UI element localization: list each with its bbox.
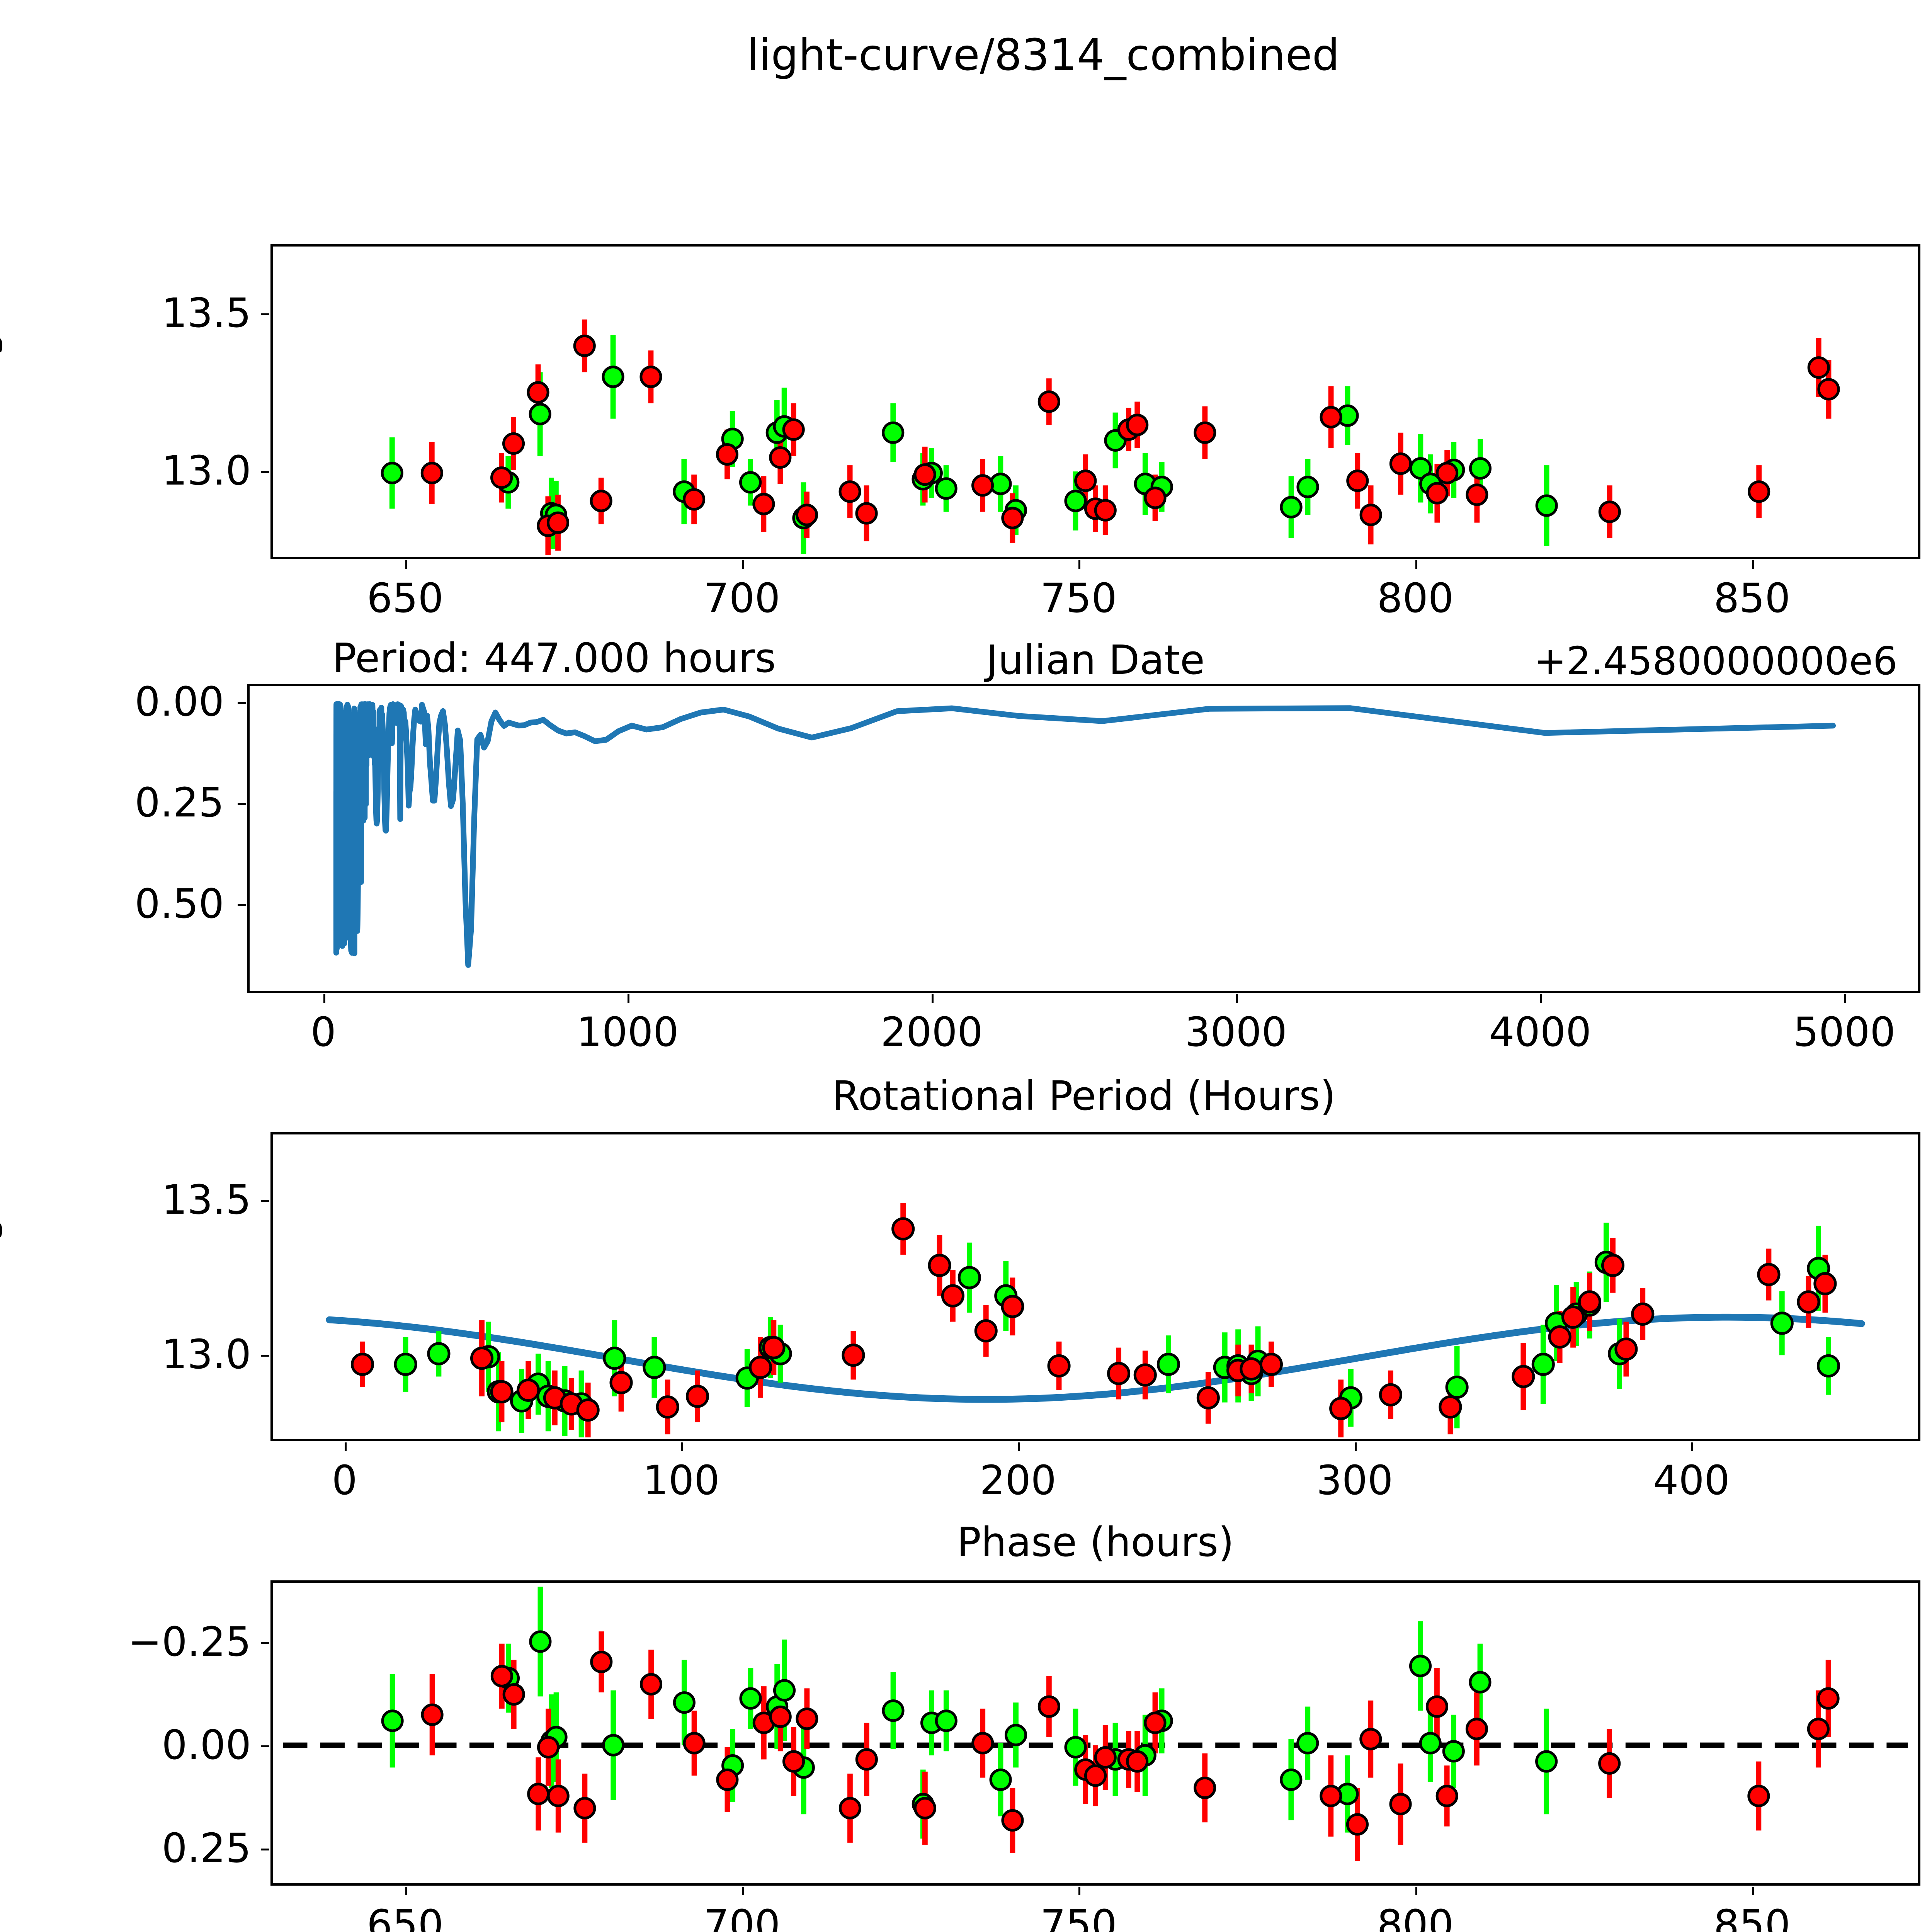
panel-phase-plot-area[interactable]	[270, 1132, 1920, 1441]
x-tick-label: 0	[310, 1009, 336, 1056]
y-tick-mark	[261, 1745, 269, 1748]
x-tick-mark	[323, 994, 325, 1003]
x-tick-label: 4000	[1489, 1009, 1592, 1056]
x-tick-mark	[628, 994, 630, 1003]
periodogram-curve	[333, 701, 1836, 968]
x-tick-mark	[742, 1887, 744, 1895]
x-tick-mark	[1078, 560, 1081, 569]
x-tick-mark	[1752, 1887, 1754, 1895]
period-annotation: Period: 447.000 hours	[332, 634, 776, 682]
x-tick-mark	[1018, 1442, 1020, 1451]
data-points-red[interactable]	[350, 1217, 1837, 1422]
x-tick-mark	[1355, 1442, 1357, 1451]
x-tick-label: 750	[1040, 1901, 1117, 1932]
x-tick-label: 5000	[1793, 1009, 1896, 1056]
x-tick-label: 100	[643, 1457, 720, 1504]
panel-phase-ylabel: H (mag)	[0, 1201, 3, 1364]
panel-lightcurve-plot-area[interactable]	[270, 244, 1920, 559]
x-tick-label: 650	[367, 575, 444, 622]
panel-lightcurve-xlabel: Julian Date	[986, 636, 1205, 684]
y-tick-label: 0.50	[134, 880, 224, 927]
y-tick-label: 13.5	[162, 1176, 251, 1223]
x-tick-label: 650	[367, 1901, 444, 1932]
x-tick-mark	[405, 560, 407, 569]
sinusoid-fit-curve	[326, 1313, 1865, 1403]
y-tick-label: 13.5	[162, 289, 251, 337]
x-tick-mark	[1236, 994, 1238, 1003]
y-tick-mark	[261, 1355, 269, 1357]
y-tick-mark	[261, 1642, 269, 1645]
x-tick-mark	[932, 994, 934, 1003]
y-tick-label: 13.0	[162, 447, 251, 494]
x-tick-mark	[1078, 1887, 1081, 1895]
panel-phase-xlabel: Phase (hours)	[957, 1519, 1234, 1566]
x-tick-mark	[681, 1442, 684, 1451]
x-tick-mark	[405, 1887, 407, 1895]
y-tick-mark	[261, 471, 269, 473]
x-tick-label: 300	[1316, 1457, 1393, 1504]
x-tick-mark	[1540, 994, 1542, 1003]
x-tick-label: 1000	[576, 1009, 679, 1056]
data-points-red[interactable]	[420, 334, 1840, 537]
y-tick-label: 0.25	[162, 1824, 251, 1872]
y-tick-mark	[238, 904, 246, 906]
x-tick-mark	[1415, 560, 1417, 569]
x-tick-label: 850	[1714, 575, 1791, 622]
data-points-red[interactable]	[421, 1650, 1840, 1836]
y-tick-label: 13.0	[162, 1331, 251, 1378]
x-tick-label: 400	[1653, 1457, 1730, 1504]
y-tick-mark	[238, 702, 246, 704]
x-tick-mark	[1752, 560, 1754, 569]
x-tick-label: 700	[703, 575, 781, 622]
x-tick-mark	[1415, 1887, 1417, 1895]
x-tick-label: 700	[703, 1901, 781, 1932]
y-tick-label: 0.25	[134, 779, 224, 827]
panel-lightcurve-x-offset-label: +2.4580000000e6	[1534, 638, 1898, 684]
x-tick-label: 850	[1714, 1901, 1791, 1932]
figure-title: light-curve/8314_combined	[747, 30, 1340, 80]
x-tick-mark	[344, 1442, 347, 1451]
x-tick-mark	[1691, 1442, 1694, 1451]
panel-residuals-plot-area[interactable]	[270, 1580, 1920, 1886]
panel-periodogram-xlabel: Rotational Period (Hours)	[832, 1072, 1336, 1119]
y-tick-mark	[261, 313, 269, 316]
y-tick-label: 0.00	[162, 1721, 251, 1769]
y-tick-label: −0.25	[128, 1618, 251, 1666]
y-tick-label: 0.00	[134, 678, 224, 726]
x-tick-label: 800	[1377, 575, 1454, 622]
x-tick-mark	[742, 560, 744, 569]
panel-periodogram-plot-area[interactable]	[247, 684, 1920, 993]
y-tick-mark	[238, 803, 246, 805]
x-tick-label: 750	[1040, 575, 1117, 622]
y-tick-mark	[261, 1848, 269, 1850]
panel-lightcurve-ylabel: H (mag)	[0, 315, 3, 479]
x-tick-label: 800	[1377, 1901, 1454, 1932]
x-tick-label: 3000	[1185, 1009, 1287, 1056]
x-tick-label: 200	[980, 1457, 1056, 1504]
x-tick-mark	[1844, 994, 1847, 1003]
x-tick-label: 0	[332, 1457, 357, 1504]
y-tick-mark	[261, 1200, 269, 1202]
x-tick-label: 2000	[881, 1009, 983, 1056]
